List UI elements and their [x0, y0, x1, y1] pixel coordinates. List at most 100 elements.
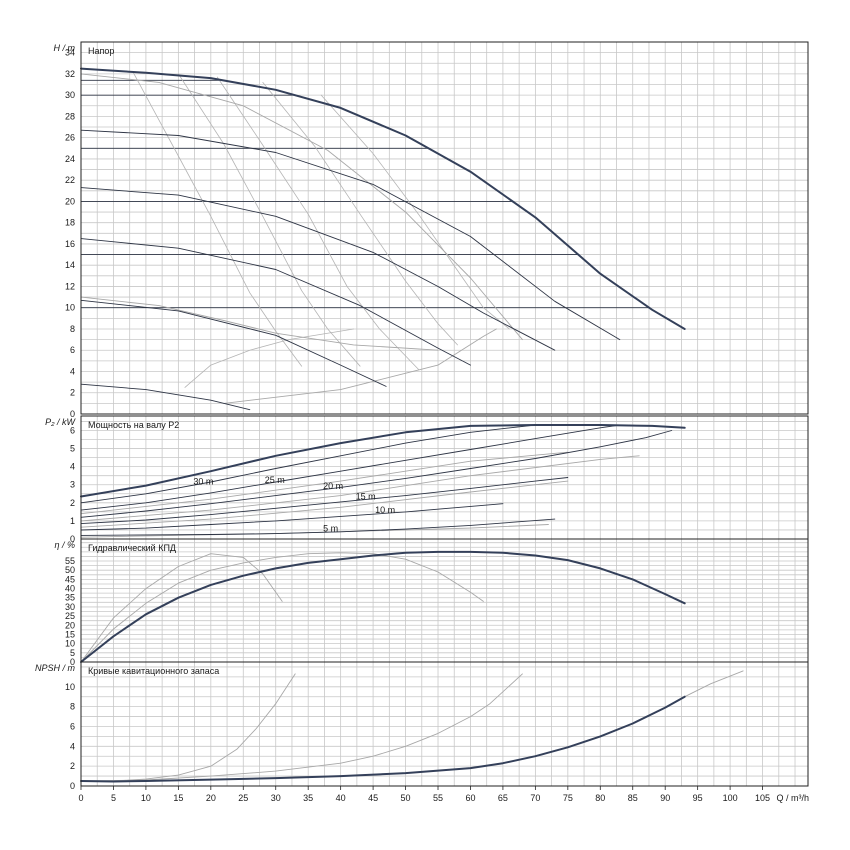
- y-tick-label: 45: [65, 574, 75, 584]
- y-tick-label: 2: [70, 498, 75, 508]
- y-tick-label: 5: [70, 648, 75, 658]
- x-tick-label: 80: [595, 793, 605, 803]
- x-tick-label: 65: [498, 793, 508, 803]
- x-tick-label: 10: [141, 793, 151, 803]
- curve-iso-line: [216, 76, 419, 370]
- y-tick-label: 30: [65, 90, 75, 100]
- y-tick-label: 10: [65, 639, 75, 649]
- y-tick-label: 18: [65, 218, 75, 228]
- y-tick-label: 6: [70, 425, 75, 435]
- y-tick-label: 2: [70, 761, 75, 771]
- y-tick-label: 6: [70, 345, 75, 355]
- y-tick-label: 55: [65, 556, 75, 566]
- curve-iso-line: [184, 328, 354, 388]
- panel-frame: [80, 41, 809, 415]
- y-tick-label: 50: [65, 565, 75, 575]
- curve-speed-curve: [80, 424, 621, 511]
- y-tick-label: 20: [65, 196, 75, 206]
- curve-max-curve: [80, 424, 686, 498]
- x-tick-label: 85: [628, 793, 638, 803]
- curve-grey-curve: [80, 673, 523, 782]
- curve-speed-curve: [80, 424, 556, 504]
- y-tick-label: 30: [65, 602, 75, 612]
- y-tick-label: 6: [70, 721, 75, 731]
- curve-grey-curve: [80, 480, 569, 528]
- panel-title: Гидравлический КПД: [88, 543, 176, 553]
- y-tick-label: 1: [70, 516, 75, 526]
- y-tick-label: 5: [70, 444, 75, 454]
- curve-grey-curve: [80, 451, 569, 515]
- x-tick-label: 35: [303, 793, 313, 803]
- power-curve-label: 5 m: [323, 523, 338, 533]
- frames-layer: [80, 41, 809, 790]
- y-axis-label: H / m: [54, 43, 76, 53]
- curve-speed-curve: [80, 129, 621, 341]
- y-tick-label: 16: [65, 239, 75, 249]
- x-tick-label: 25: [238, 793, 248, 803]
- y-tick-label: 24: [65, 154, 75, 164]
- x-tick-label: 50: [401, 793, 411, 803]
- y-tick-label: 40: [65, 584, 75, 594]
- y-tick-label: 0: [70, 409, 75, 419]
- y-tick-label: 25: [65, 611, 75, 621]
- y-tick-label: 0: [70, 657, 75, 667]
- x-tick-label: 95: [693, 793, 703, 803]
- y-tick-label: 26: [65, 133, 75, 143]
- x-axis-label: Q / m³/h: [776, 793, 809, 803]
- curve-iso-line: [320, 94, 510, 330]
- x-tick-label: 70: [530, 793, 540, 803]
- x-tick-label: 75: [563, 793, 573, 803]
- x-tick-label: 40: [336, 793, 346, 803]
- curves-layer: [80, 67, 744, 783]
- y-tick-label: 10: [65, 303, 75, 313]
- y-axis-label: NPSH / m: [35, 663, 76, 673]
- curve-grey-curve: [80, 552, 484, 663]
- y-tick-label: 34: [65, 48, 75, 58]
- y-tick-label: 32: [65, 69, 75, 79]
- y-tick-label: 8: [70, 702, 75, 712]
- curve-speed-curve: [80, 383, 251, 411]
- panel-title: Мощность на валу P2: [88, 420, 179, 430]
- y-tick-label: 0: [70, 781, 75, 791]
- power-curve-label: 15 m: [356, 492, 376, 502]
- y-tick-label: 12: [65, 281, 75, 291]
- y-tick-label: 4: [70, 366, 75, 376]
- x-tick-label: 20: [206, 793, 216, 803]
- curve-grey-curve: [80, 455, 640, 522]
- y-tick-label: 3: [70, 480, 75, 490]
- x-tick-label: 15: [173, 793, 183, 803]
- power-curve-label: 10 m: [375, 505, 395, 515]
- y-tick-label: 28: [65, 111, 75, 121]
- x-tick-label: 30: [271, 793, 281, 803]
- x-tick-label: 105: [755, 793, 770, 803]
- x-tick-label: 100: [723, 793, 738, 803]
- curve-max-curve: [80, 67, 686, 330]
- power-curve-label: 25 m: [265, 475, 285, 485]
- power-curve-label: 20 m: [323, 481, 343, 491]
- y-tick-label: 4: [70, 741, 75, 751]
- y-tick-label: 20: [65, 620, 75, 630]
- panel-title: Кривые кавитационного запаса: [88, 666, 219, 676]
- y-axis-label: η / %: [54, 540, 75, 550]
- y-tick-label: 15: [65, 629, 75, 639]
- curve-grey-curve: [684, 670, 744, 698]
- curve-iso-line: [262, 82, 458, 346]
- y-tick-label: 8: [70, 324, 75, 334]
- curve-speed-curve: [80, 503, 504, 531]
- curve-iso-line: [132, 71, 303, 367]
- curve-speed-curve: [80, 238, 471, 366]
- curve-speed-curve: [80, 430, 673, 518]
- panel-title: Напор: [88, 46, 114, 56]
- curve-speed-curve: [80, 299, 387, 387]
- x-tick-label: 5: [111, 793, 116, 803]
- x-tick-label: 55: [433, 793, 443, 803]
- y-tick-label: 10: [65, 682, 75, 692]
- y-tick-label: 2: [70, 388, 75, 398]
- y-axis-label: P₂ / kW: [45, 417, 76, 427]
- x-tick-label: 60: [465, 793, 475, 803]
- y-tick-label: 35: [65, 593, 75, 603]
- curve-speed-curve: [80, 477, 569, 525]
- curve-iso-line: [178, 73, 361, 367]
